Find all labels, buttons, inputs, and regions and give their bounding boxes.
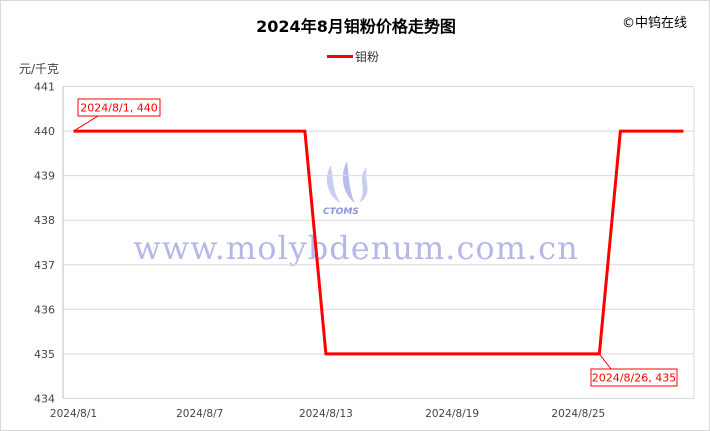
y-tick-label: 435 [34,348,55,361]
x-tick-label: 2024/8/13 [299,408,353,420]
chart-title: 2024年8月钼粉价格走势图 [256,17,456,36]
y-tick-label: 439 [34,170,55,183]
y-tick-label: 441 [34,81,55,94]
legend-label: 钼粉 [355,50,380,64]
logo-text: CTOMS [323,207,359,217]
annotation-box [590,368,678,387]
annotation-label: 2024/8/26, 435 [592,372,676,385]
x-tick-label: 2024/8/7 [176,408,223,420]
annotation-leader [598,353,612,370]
x-tick-label: 2024/8/1 [50,408,97,420]
copyright: ©中钨在线 [621,16,687,31]
annotation-leader [73,115,99,132]
y-tick-label: 437 [34,259,55,272]
y-tick-label: 438 [34,214,55,227]
legend-swatch [327,55,353,58]
annotation-box [77,98,161,117]
y-tick-label: 436 [34,303,55,316]
watermark: www.molybdenum.com.cn [133,229,579,267]
x-tick-label: 2024/8/25 [551,408,605,420]
x-tick-label: 2024/8/19 [425,408,479,420]
y-tick-label: 440 [34,125,55,138]
series-line [73,129,684,356]
annotation-label: 2024/8/1, 440 [80,102,157,115]
y-axis-label: 元/千克 [19,62,60,76]
y-tick-label: 434 [34,393,55,406]
legend: 钼粉 [327,48,379,65]
